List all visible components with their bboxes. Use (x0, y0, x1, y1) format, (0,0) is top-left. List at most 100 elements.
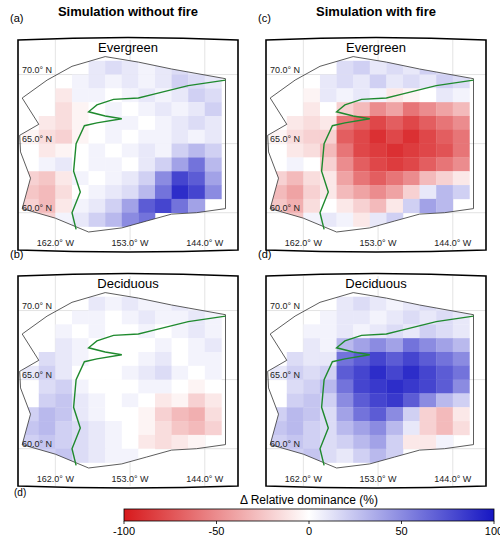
cell (205, 144, 222, 158)
cell (453, 338, 470, 352)
cell (172, 338, 189, 352)
cell (105, 407, 122, 421)
cell (320, 116, 337, 130)
colorbar-tick (494, 521, 495, 524)
cell (55, 130, 72, 144)
cell (436, 338, 453, 352)
lat-label: 60.0° N (270, 439, 300, 449)
cell (39, 157, 56, 171)
cell (105, 366, 122, 380)
cell (122, 338, 139, 352)
cell (89, 144, 106, 158)
cell (303, 157, 320, 171)
cell (122, 116, 139, 130)
lon-label: 144.0° W (434, 238, 472, 248)
cell (320, 102, 337, 116)
cell (353, 213, 370, 227)
cell (370, 102, 387, 116)
cell (155, 407, 172, 421)
cell (55, 102, 72, 116)
cell (403, 366, 420, 380)
cell (303, 380, 320, 394)
cell (420, 116, 437, 130)
cell (205, 116, 222, 130)
cell (105, 324, 122, 338)
cell (155, 297, 172, 311)
cell (188, 199, 205, 213)
cell (138, 171, 155, 185)
colorbar-tick-label: 50 (395, 525, 407, 537)
cell (39, 393, 56, 407)
cell (155, 352, 172, 366)
colorbar-tick (216, 521, 217, 524)
cell (172, 380, 189, 394)
cell (122, 352, 139, 366)
cell (436, 199, 453, 213)
cell (270, 421, 287, 435)
cell (122, 311, 139, 325)
cell (353, 380, 370, 394)
cell (122, 393, 139, 407)
cell (172, 421, 189, 435)
cell (353, 171, 370, 185)
cell (386, 144, 403, 158)
cell (287, 144, 304, 158)
cell (155, 338, 172, 352)
map-panel: 70.0° N65.0° N60.0° N162.0° W153.0° W144… (258, 12, 486, 252)
cell (320, 75, 337, 89)
cell (320, 311, 337, 325)
cell (386, 116, 403, 130)
cell (386, 157, 403, 171)
cell (55, 185, 72, 199)
cell (89, 213, 106, 227)
cell (55, 393, 72, 407)
cell (337, 88, 354, 102)
cell (39, 421, 56, 435)
cell (270, 449, 287, 463)
cell (370, 144, 387, 158)
cell (89, 199, 106, 213)
cell (188, 407, 205, 421)
panel-label: (a) (10, 12, 23, 24)
cell (436, 130, 453, 144)
cell (205, 393, 222, 407)
cell (72, 311, 89, 325)
cell (55, 380, 72, 394)
cell (39, 352, 56, 366)
cell (55, 421, 72, 435)
colorbar-tick (124, 521, 125, 524)
cell (436, 185, 453, 199)
lon-label: 144.0° W (434, 474, 472, 484)
annotation: (d) (14, 487, 26, 498)
cell (205, 380, 222, 394)
cell (39, 407, 56, 421)
cell (420, 393, 437, 407)
colorbar-tick-label: 0 (306, 525, 312, 537)
cell (155, 75, 172, 89)
cell (303, 130, 320, 144)
cell (287, 157, 304, 171)
cell (89, 421, 106, 435)
cell (420, 297, 437, 311)
cell (353, 435, 370, 449)
cell (386, 171, 403, 185)
cell (188, 157, 205, 171)
cell (172, 157, 189, 171)
cell (287, 380, 304, 394)
cell (205, 157, 222, 171)
cell (403, 435, 420, 449)
cell (155, 157, 172, 171)
cell (89, 75, 106, 89)
lon-label: 153.0° W (360, 474, 398, 484)
cell (172, 407, 189, 421)
cell (370, 407, 387, 421)
panel-title: Evergreen (98, 40, 158, 55)
cell (55, 338, 72, 352)
cell (105, 199, 122, 213)
cell (453, 393, 470, 407)
cell (370, 435, 387, 449)
cell (138, 75, 155, 89)
cell (105, 213, 122, 227)
cell (337, 213, 354, 227)
cell (188, 185, 205, 199)
